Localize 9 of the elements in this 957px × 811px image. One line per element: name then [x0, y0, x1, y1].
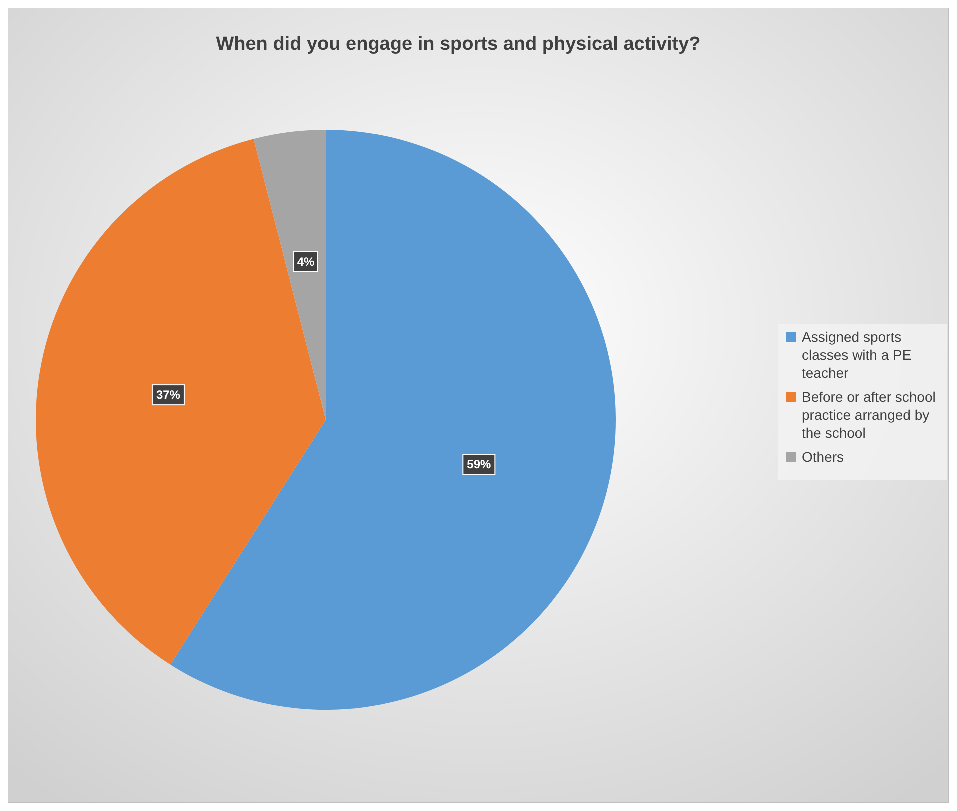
- legend-label: Before or after school practice arranged by the school: [802, 389, 936, 441]
- data-label: 59%: [467, 458, 492, 472]
- legend-label: Assigned sports classes with a PE teacher: [802, 329, 912, 381]
- data-label: 37%: [156, 388, 181, 402]
- chart-title: When did you engage in sports and physical activity?: [216, 34, 701, 55]
- legend-label: Others: [802, 449, 844, 465]
- pie-slice: [254, 130, 326, 420]
- data-label: 4%: [297, 254, 316, 269]
- pie-slice: [36, 139, 326, 665]
